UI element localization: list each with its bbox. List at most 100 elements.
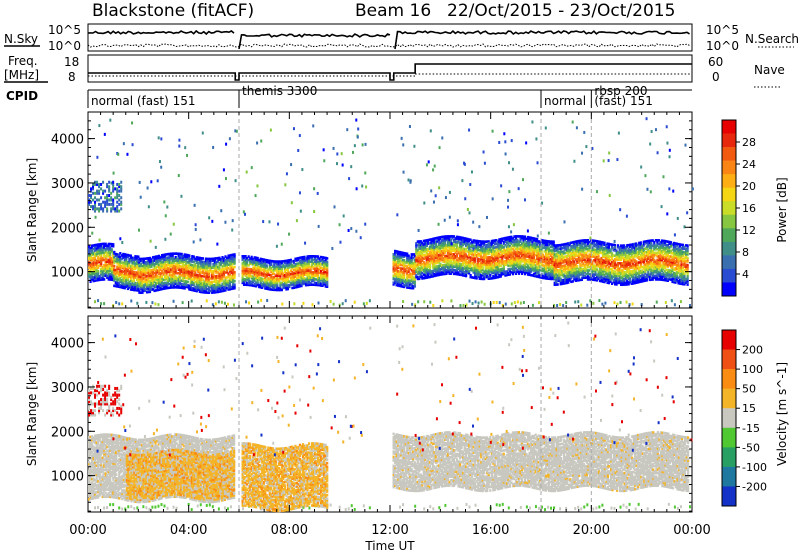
echo-cell — [125, 264, 128, 267]
cpid-segment-label: rbsp 200 — [594, 84, 647, 98]
echo-cell — [129, 274, 132, 277]
echo-cell — [308, 260, 311, 264]
echo-cell — [277, 260, 280, 263]
echo-cell — [168, 265, 171, 268]
echo-cell — [138, 257, 141, 261]
echo-cell — [421, 245, 424, 248]
ground-cell — [332, 302, 335, 306]
echo-cell — [88, 266, 91, 270]
echo-cell — [404, 261, 407, 264]
echo-cell — [139, 275, 142, 278]
echo-cell — [216, 258, 220, 262]
echo-cell — [221, 287, 224, 291]
echo-cell — [126, 264, 129, 268]
nave-tick-top: 60 — [708, 55, 723, 69]
echo-cell — [415, 268, 418, 272]
echo-cell — [297, 267, 300, 271]
echo-cell — [247, 273, 250, 276]
echo-cell — [122, 261, 125, 265]
ground-cell — [477, 301, 480, 305]
echo-cell — [158, 288, 161, 291]
echo-cell — [198, 270, 201, 274]
echo-cell — [97, 277, 100, 280]
echo-cell — [183, 264, 186, 267]
echo-cell — [95, 279, 98, 282]
echo-cell — [95, 243, 98, 247]
echo-cell — [165, 263, 168, 267]
echo-cell — [277, 288, 280, 292]
echo-cell — [183, 272, 186, 276]
echo-cell — [101, 278, 104, 281]
echo-cell — [249, 271, 252, 274]
echo-cell — [156, 276, 159, 279]
echo-cell — [306, 255, 309, 258]
echo-cell — [312, 274, 315, 278]
echo-cell — [228, 257, 232, 261]
echo-cell — [131, 283, 134, 286]
echo-cell — [188, 259, 191, 263]
echo-cell — [144, 266, 147, 269]
echo-cell — [314, 260, 317, 263]
echo-cell — [144, 269, 147, 273]
echo-cell — [145, 287, 149, 290]
echo-cell — [117, 281, 120, 285]
echo-cell — [103, 258, 106, 262]
echo-cell — [135, 264, 138, 267]
echo-cell — [276, 283, 279, 286]
freq-unit-label: [MHz] — [4, 68, 39, 82]
echo-cell — [228, 263, 232, 266]
cpid-segment-label: normal (fast) 151 — [91, 94, 195, 108]
echo-cell — [289, 264, 292, 267]
echo-cell — [212, 264, 215, 268]
echo-cell — [200, 287, 203, 290]
echo-cell — [253, 279, 256, 282]
echo-cell — [289, 258, 292, 262]
echo-cell — [206, 264, 209, 268]
echo-cell — [295, 285, 299, 289]
echo-cell — [308, 262, 311, 265]
echo-cell — [301, 273, 305, 277]
echo-cell — [301, 256, 305, 259]
echo-cell — [298, 256, 302, 260]
echo-cell — [409, 279, 412, 283]
echo-cell — [270, 263, 273, 266]
echo-cell — [246, 278, 249, 281]
echo-cell — [297, 276, 300, 279]
echo-cell — [304, 280, 308, 283]
echo-cell — [156, 288, 159, 292]
echo-cell — [309, 283, 312, 286]
echo-cell — [233, 262, 236, 265]
echo-cell — [301, 270, 305, 273]
echo-cell — [173, 257, 176, 261]
echo-cell — [150, 265, 153, 268]
echo-cell — [422, 273, 425, 276]
echo-cell — [283, 286, 286, 289]
echo-cell — [92, 258, 95, 261]
echo-cell — [259, 278, 262, 282]
echo-cell — [168, 279, 171, 282]
echo-cell — [407, 270, 410, 273]
echo-cell — [167, 283, 170, 286]
echo-cell — [134, 285, 137, 288]
echo-cell — [123, 283, 126, 286]
echo-cell — [180, 270, 183, 274]
echo-cell — [403, 264, 406, 267]
ground-cell — [586, 303, 589, 307]
echo-cell — [415, 258, 418, 261]
echo-cell — [227, 274, 230, 277]
echo-cell — [395, 262, 398, 266]
echo-cell — [392, 274, 395, 277]
echo-cell — [131, 258, 134, 261]
echo-cell — [256, 264, 259, 267]
echo-cell — [413, 271, 416, 274]
echo-cell — [415, 274, 418, 277]
echo-cell — [323, 270, 326, 274]
echo-cell — [89, 276, 92, 280]
echo-cell — [204, 284, 207, 287]
echo-cell — [167, 263, 170, 267]
echo-cell — [407, 279, 410, 282]
echo-cell — [404, 252, 407, 255]
echo-cell — [197, 261, 200, 265]
